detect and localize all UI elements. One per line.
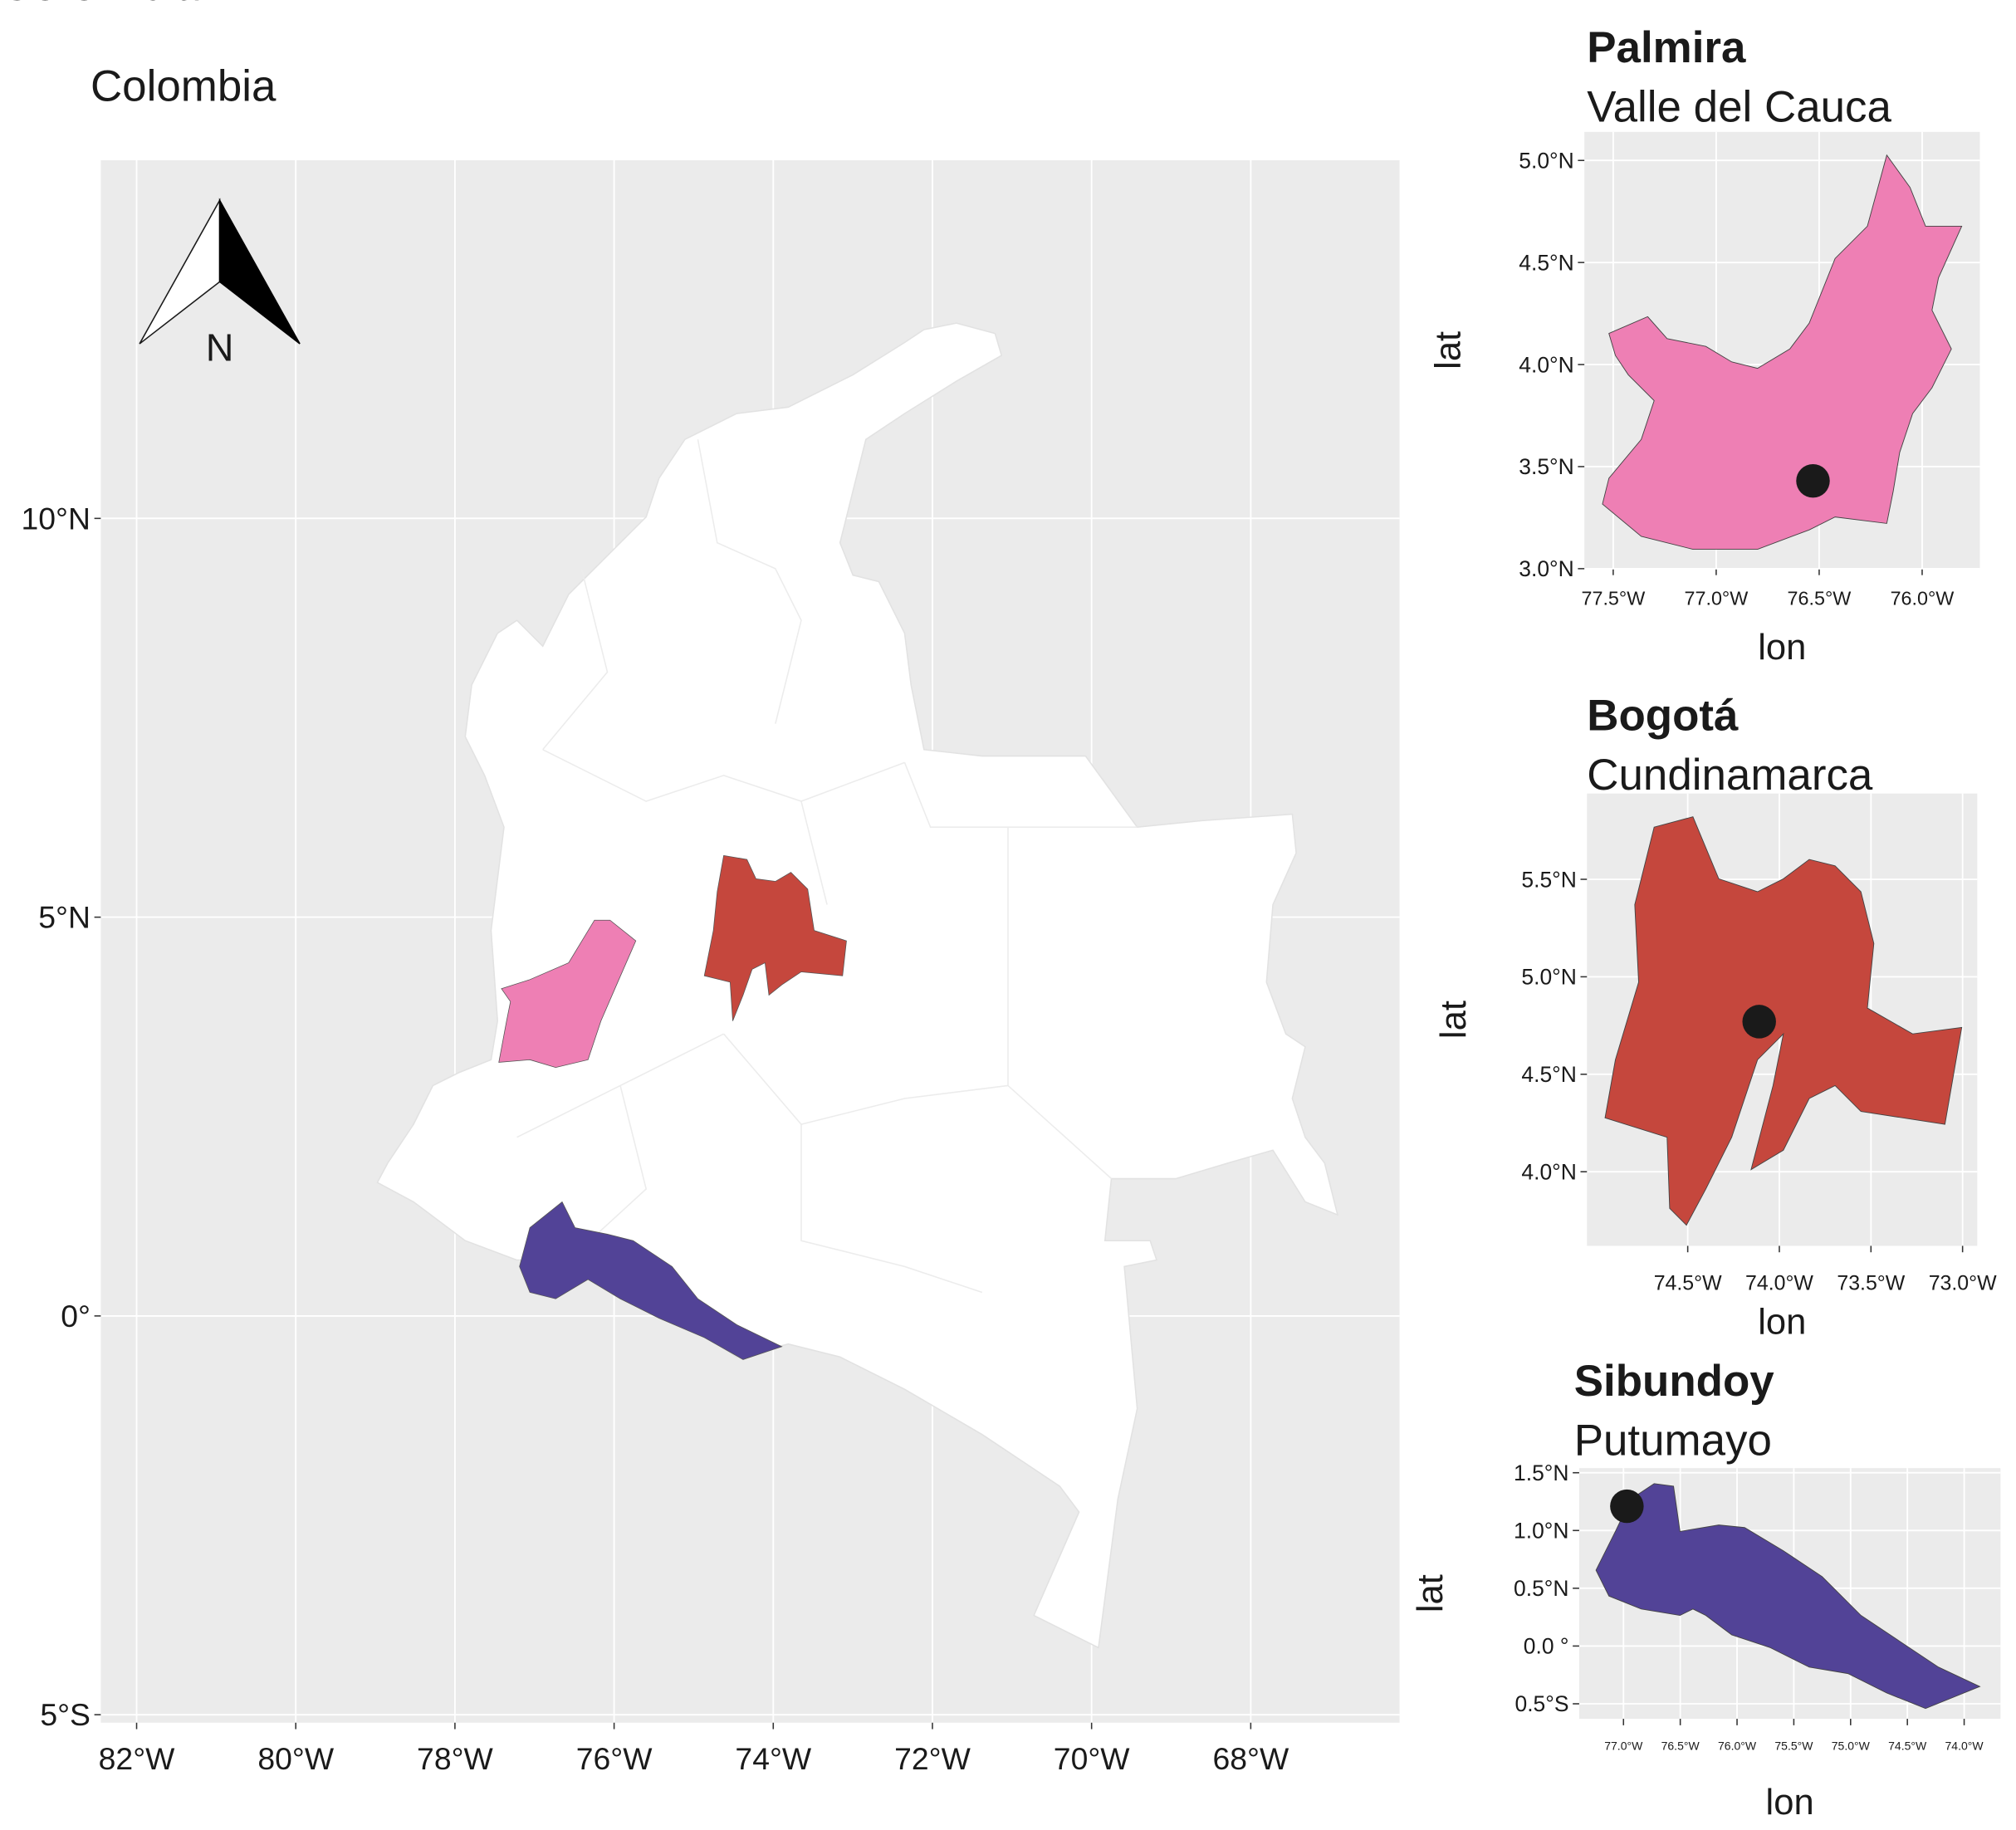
- y-tick-label: 4.5°N: [1521, 1062, 1576, 1087]
- y-axis-label: lat: [1411, 1574, 1451, 1612]
- y-tick-label: 5.0°N: [1519, 148, 1573, 173]
- x-tick-label: 76°W: [576, 1741, 653, 1776]
- region-cundinamarca: [703, 854, 847, 1021]
- inset-subtitle: Cundinamarca: [1587, 751, 1873, 800]
- y-tick-label: 4.0°N: [1519, 352, 1573, 377]
- x-tick-label: 74.0°W: [1745, 1271, 1813, 1294]
- inset-subtitle: Valle del Cauca: [1587, 82, 1891, 131]
- x-tick-label: 77.0°W: [1604, 1739, 1643, 1752]
- north-label: N: [206, 325, 234, 369]
- x-tick-label: 74.5°W: [1888, 1739, 1927, 1752]
- x-tick-label: 77.5°W: [1582, 587, 1646, 609]
- x-tick-label: 77.0°W: [1685, 587, 1749, 609]
- y-axis-label: lat: [1434, 1001, 1474, 1039]
- y-tick-label: 4.0°N: [1521, 1159, 1576, 1184]
- x-tick-label: 76.5°W: [1661, 1739, 1700, 1752]
- y-axis-label: lat: [1429, 331, 1469, 369]
- main-map: [376, 322, 1339, 1649]
- y-tick-label: 0°: [61, 1299, 91, 1333]
- x-tick-label: 74.0°W: [1945, 1739, 1984, 1752]
- x-tick-label: 74°W: [735, 1741, 811, 1776]
- x-axis-label: lon: [1758, 1302, 1806, 1342]
- x-tick-label: 68°W: [1213, 1741, 1289, 1776]
- inset-region: [1604, 816, 1963, 1226]
- y-tick-label: 5.5°N: [1521, 867, 1576, 892]
- map-title: Colombia: [91, 61, 276, 110]
- y-tick-label: 1.5°N: [1514, 1461, 1568, 1485]
- region-valle: [498, 919, 637, 1069]
- inset-overlay: Bogotá Cundinamarca lon lat: [1434, 691, 1873, 1342]
- x-tick-label: 74.5°W: [1654, 1271, 1722, 1294]
- region-putumayo: [519, 1201, 783, 1360]
- y-tick-label: 4.5°N: [1519, 250, 1573, 275]
- location-point: [1610, 1489, 1644, 1524]
- inset-title: Bogotá: [1587, 691, 1739, 740]
- location-point: [1742, 1005, 1776, 1039]
- x-tick-label: 75.5°W: [1774, 1739, 1813, 1752]
- x-tick-label: 75.0°W: [1832, 1739, 1871, 1752]
- y-tick-label: 3.0°N: [1519, 556, 1573, 581]
- y-tick-label: 5°S: [40, 1697, 91, 1732]
- x-tick-label: 76.0°W: [1718, 1739, 1757, 1752]
- x-axis-label: lon: [1766, 1783, 1814, 1823]
- x-tick-label: 78°W: [417, 1741, 493, 1776]
- x-axis-label: lon: [1758, 628, 1806, 668]
- y-tick-label: 10°N: [21, 501, 90, 536]
- y-tick-label: 0.5°S: [1515, 1691, 1569, 1716]
- y-tick-label: 0.5°N: [1514, 1576, 1568, 1601]
- north-arrow: N: [139, 198, 301, 369]
- x-tick-label: 73.0°W: [1929, 1271, 1997, 1294]
- y-tick-label: 0.0 °: [1524, 1634, 1569, 1659]
- x-tick-label: 70°W: [1054, 1741, 1130, 1776]
- y-tick-label: 5.0°N: [1521, 965, 1576, 990]
- location-point: [1796, 463, 1830, 498]
- x-tick-label: 76.5°W: [1788, 587, 1852, 609]
- y-tick-label: 1.0°N: [1514, 1519, 1568, 1544]
- x-tick-label: 76.0°W: [1891, 587, 1955, 609]
- inset-region: [1595, 1483, 1981, 1710]
- x-tick-label: 73.5°W: [1837, 1271, 1905, 1294]
- inset-subtitle: Putumayo: [1574, 1417, 1772, 1465]
- y-tick-label: 3.5°N: [1519, 454, 1573, 479]
- inset-title: Palmira: [1587, 23, 1746, 72]
- country-outline: [376, 322, 1339, 1649]
- inset-title: Sibundoy: [1574, 1357, 1775, 1406]
- department-borders: [516, 439, 1138, 1294]
- inset-overlay: Palmira Valle del Cauca lon lat: [1429, 23, 1892, 668]
- arrow-right: [218, 198, 301, 345]
- inset-overlay: Sibundoy Putumayo lon lat: [1411, 1357, 1814, 1823]
- x-tick-label: 72°W: [894, 1741, 971, 1776]
- inset-region: [1602, 154, 1963, 550]
- x-tick-label: 82°W: [99, 1741, 175, 1776]
- inset-title: Colombia: [0, 0, 201, 10]
- x-tick-label: 80°W: [257, 1741, 334, 1776]
- y-tick-label: 5°N: [38, 900, 91, 935]
